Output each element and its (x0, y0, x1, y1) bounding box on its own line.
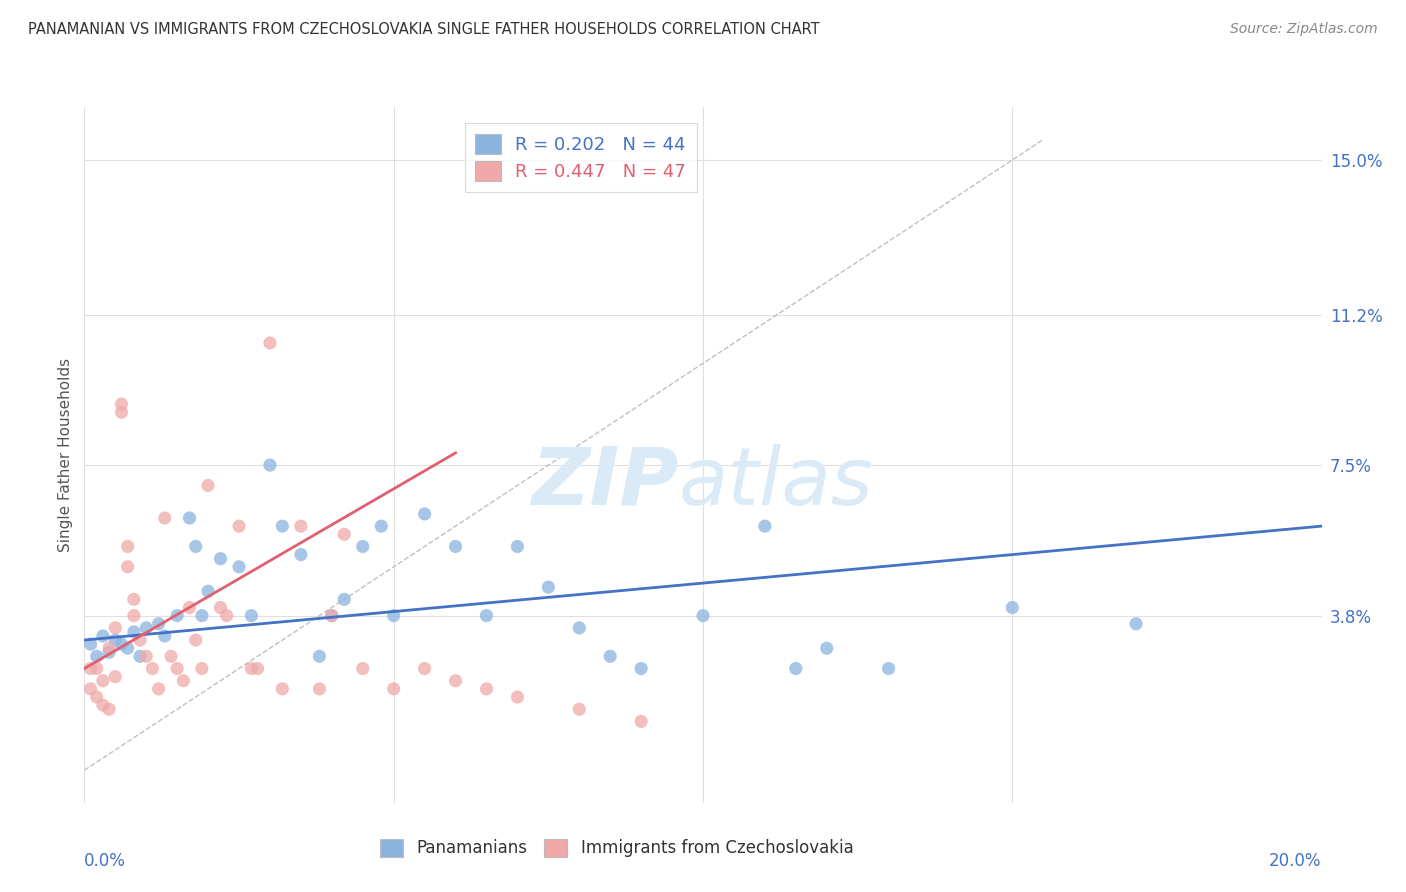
Point (240, 661, 263, 675)
Point (110, 405, 132, 419)
Point (506, 540, 529, 554)
Point (117, 559, 139, 574)
Point (153, 511, 176, 525)
Point (352, 540, 374, 554)
Point (321, 608, 343, 623)
Point (110, 637, 132, 651)
Point (197, 584, 219, 599)
Point (308, 649, 330, 664)
Point (104, 633, 127, 648)
Y-axis label: Single Father Households: Single Father Households (58, 358, 73, 552)
Point (91, 673, 114, 688)
Point (290, 519, 312, 533)
Point (382, 681, 405, 696)
Point (259, 458, 281, 472)
Point (86, 661, 108, 675)
Point (98, 645, 121, 659)
Point (91, 629, 114, 643)
Point (215, 608, 238, 623)
Point (1125, 616, 1147, 631)
Point (475, 681, 498, 696)
Point (110, 397, 132, 411)
Point (308, 681, 330, 696)
Point (333, 592, 356, 607)
Point (475, 608, 498, 623)
Text: PANAMANIAN VS IMMIGRANTS FROM CZECHOSLOVAKIA SINGLE FATHER HOUSEHOLDS CORRELATIO: PANAMANIAN VS IMMIGRANTS FROM CZECHOSLOV… (28, 22, 820, 37)
Point (153, 629, 176, 643)
Point (160, 649, 183, 664)
Point (537, 580, 560, 594)
Point (122, 608, 145, 623)
Point (141, 661, 163, 675)
Point (382, 608, 405, 623)
Point (630, 661, 652, 675)
Point (129, 633, 152, 648)
Point (692, 608, 714, 623)
Point (86, 649, 108, 664)
Text: atlas: atlas (678, 443, 873, 522)
Point (104, 670, 127, 684)
Point (271, 519, 294, 533)
Point (191, 661, 214, 675)
Point (444, 540, 467, 554)
Point (191, 608, 214, 623)
Point (79, 637, 101, 651)
Point (197, 478, 219, 492)
Point (630, 714, 652, 729)
Point (246, 661, 269, 675)
Point (122, 592, 145, 607)
Point (785, 661, 807, 675)
Point (321, 608, 343, 623)
Point (166, 661, 188, 675)
Point (117, 641, 139, 656)
Point (290, 548, 312, 562)
Point (148, 681, 170, 696)
Point (568, 702, 591, 716)
Point (352, 661, 374, 675)
Text: 0.0%: 0.0% (84, 852, 127, 870)
Point (240, 608, 263, 623)
Text: ZIP: ZIP (531, 443, 678, 522)
Point (172, 673, 194, 688)
Text: Source: ZipAtlas.com: Source: ZipAtlas.com (1230, 22, 1378, 37)
Point (815, 641, 838, 656)
Point (209, 551, 232, 566)
Point (333, 527, 356, 541)
Point (79, 661, 101, 675)
Point (228, 559, 250, 574)
Point (129, 649, 152, 664)
Point (877, 661, 900, 675)
Point (184, 540, 207, 554)
Point (148, 616, 170, 631)
Point (98, 702, 121, 716)
Point (370, 519, 392, 533)
Point (135, 649, 157, 664)
Point (91, 698, 114, 713)
Point (179, 511, 201, 525)
Point (135, 621, 157, 635)
Point (98, 641, 121, 656)
Point (568, 621, 591, 635)
Point (122, 624, 145, 639)
Point (413, 507, 436, 521)
Text: 20.0%: 20.0% (1270, 852, 1322, 870)
Legend: Panamanians, Immigrants from Czechoslovakia: Panamanians, Immigrants from Czechoslova… (373, 832, 860, 864)
Point (271, 681, 294, 696)
Point (413, 661, 436, 675)
Point (86, 690, 108, 704)
Point (117, 540, 139, 554)
Point (166, 608, 188, 623)
Point (104, 621, 127, 635)
Point (599, 649, 621, 664)
Point (184, 633, 207, 648)
Point (444, 673, 467, 688)
Point (228, 519, 250, 533)
Point (1001, 600, 1024, 615)
Point (259, 336, 281, 351)
Point (209, 600, 232, 615)
Point (754, 519, 776, 533)
Point (79, 681, 101, 696)
Point (506, 690, 529, 704)
Point (179, 600, 201, 615)
